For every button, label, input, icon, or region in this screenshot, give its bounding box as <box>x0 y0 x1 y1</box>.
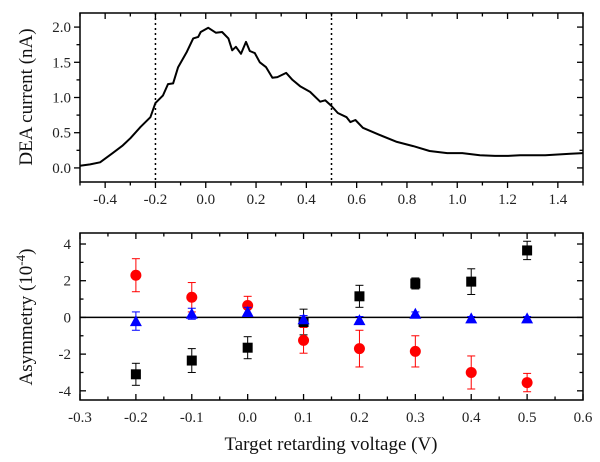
bottom-x-tick-label: -0.3 <box>68 410 92 426</box>
triangle-point <box>465 312 478 324</box>
y-title-main: Asymmetry (10 <box>16 266 37 386</box>
top-x-tick-label: 1.2 <box>498 192 517 208</box>
top-x-tick-label: -0.4 <box>93 192 117 208</box>
bottom-y-tick-label: 2 <box>64 274 72 290</box>
square-point <box>186 355 197 366</box>
y-title-exponent: -4 <box>13 254 28 265</box>
triangle-point <box>241 305 254 317</box>
triangle-point <box>129 315 142 327</box>
top-y-axis-title: DEA current (nA) <box>16 28 37 165</box>
bottom-x-tick-label: -0.2 <box>124 410 148 426</box>
top-x-tick-label: 0.6 <box>347 192 366 208</box>
triangle-point <box>353 314 366 326</box>
current-panel: -0.4 -0.2 0.0 0.2 0.4 0.6 0.8 1.0 1.2 1.4 0.0 0.5 1.… <box>16 12 584 208</box>
bottom-y-tick-label: 4 <box>64 237 72 253</box>
circle-point <box>186 291 198 303</box>
top-x-tick-label: 1.4 <box>548 192 567 208</box>
circle-point <box>242 299 254 311</box>
circle-point <box>521 377 533 389</box>
square-point <box>410 278 421 289</box>
top-y-tick-label: 1.5 <box>52 55 71 71</box>
square-point <box>242 342 253 353</box>
bottom-x-tick-label: 0.0 <box>238 410 257 426</box>
square-point <box>130 369 141 380</box>
bottom-x-tick-label: -0.1 <box>180 410 204 426</box>
bottom-y-tick-label: 0 <box>64 310 72 326</box>
top-x-tick-label: 1.0 <box>448 192 467 208</box>
circle-point <box>353 343 365 355</box>
top-x-tick-label: 0.0 <box>196 192 215 208</box>
bottom-plot-frame <box>79 232 584 401</box>
top-y-tick-label: 0.5 <box>52 126 71 142</box>
top-y-tick-label: 0.0 <box>52 161 71 177</box>
top-x-tick-label: 0.4 <box>297 192 316 208</box>
top-x-tick-label: 0.2 <box>247 192 266 208</box>
square-point <box>466 276 477 287</box>
circle-point <box>298 334 310 346</box>
top-x-tick-label: -0.2 <box>144 192 168 208</box>
bottom-x-tick-label: 0.1 <box>294 410 313 426</box>
top-x-tick-label: 0.8 <box>398 192 417 208</box>
top-y-tick-label: 2.0 <box>52 20 71 36</box>
bottom-y-tick-label: -4 <box>59 384 72 400</box>
top-y-tick-label: 1.0 <box>52 91 71 107</box>
asymmetry-panel: -0.3 -0.2 -0.1 0.0 0.1 0.2 0.3 0.4 0.5 0.6 -4 -2 0 2 4… <box>13 232 593 455</box>
circle-point <box>409 345 421 357</box>
bottom-x-tick-label: 0.5 <box>518 410 537 426</box>
bottom-x-tick-label: 0.2 <box>350 410 369 426</box>
circle-point <box>465 366 477 378</box>
bottom-x-tick-label: 0.4 <box>462 410 481 426</box>
bottom-y-tick-label: -2 <box>59 347 72 363</box>
dea-current-line <box>79 26 584 167</box>
square-point <box>354 291 365 302</box>
triangle-point <box>297 313 310 325</box>
triangle-point <box>521 312 534 324</box>
x-axis-title: Target retarding voltage (V) <box>224 434 437 455</box>
circle-point <box>130 269 142 281</box>
bottom-x-tick-label: 0.3 <box>406 410 425 426</box>
triangle-point <box>409 307 422 319</box>
square-point <box>522 245 533 256</box>
y-title-close: ) <box>16 249 37 255</box>
triangle-point <box>185 307 198 319</box>
bottom-x-tick-label: 0.6 <box>574 410 593 426</box>
bottom-y-axis-title: Asymmetry (10-4) <box>13 249 37 386</box>
